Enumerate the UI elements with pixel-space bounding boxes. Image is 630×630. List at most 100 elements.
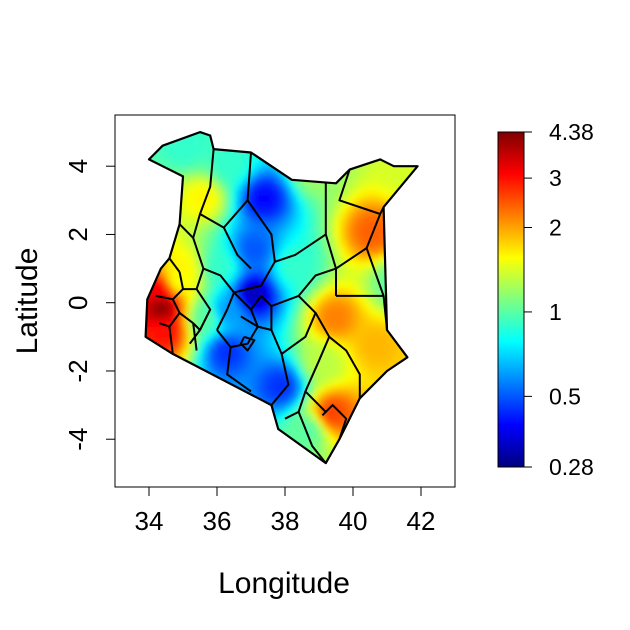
heat-cell bbox=[323, 358, 330, 365]
heat-cell bbox=[372, 369, 379, 376]
heat-cell bbox=[274, 151, 281, 158]
heat-cell bbox=[198, 331, 205, 338]
heat-cell bbox=[329, 140, 336, 147]
heat-cell bbox=[383, 183, 390, 191]
x-axis-title: Longitude bbox=[218, 567, 350, 600]
heat-cell bbox=[296, 315, 303, 322]
heat-cell bbox=[361, 178, 368, 185]
heat-cell bbox=[399, 353, 407, 360]
heat-cell bbox=[220, 402, 227, 409]
heat-cell bbox=[378, 369, 385, 376]
heat-cell bbox=[269, 227, 276, 234]
heat-cell bbox=[302, 238, 309, 245]
heat-cell bbox=[274, 276, 281, 284]
heat-cell bbox=[416, 271, 418, 278]
heat-cell bbox=[187, 435, 194, 442]
heat-cell bbox=[323, 413, 330, 420]
heat-cell bbox=[345, 315, 352, 322]
heat-cell bbox=[198, 265, 205, 273]
heat-cell bbox=[269, 132, 276, 136]
heat-cell bbox=[291, 435, 298, 442]
heat-cell bbox=[215, 331, 222, 338]
heat-cell bbox=[334, 391, 341, 398]
heat-cell bbox=[389, 451, 396, 458]
heat-cell bbox=[149, 424, 156, 431]
heat-cell bbox=[318, 265, 325, 273]
heat-cell bbox=[361, 167, 368, 174]
heat-cell bbox=[264, 468, 270, 474]
heat-cell bbox=[166, 380, 173, 387]
heat-cell bbox=[209, 418, 216, 425]
heat-cell bbox=[422, 386, 428, 392]
heat-cell bbox=[204, 200, 211, 207]
heat-cell bbox=[155, 287, 162, 294]
heat-cell bbox=[291, 287, 298, 294]
heat-cell bbox=[307, 222, 314, 229]
heat-cell bbox=[187, 140, 194, 147]
heat-cell bbox=[182, 140, 189, 147]
heat-cell bbox=[280, 287, 287, 294]
heat-cell bbox=[220, 200, 227, 207]
heat-cell bbox=[405, 386, 412, 393]
heat-cell bbox=[296, 435, 303, 442]
heat-cell bbox=[296, 364, 303, 371]
heat-cell bbox=[340, 233, 347, 240]
heat-cell bbox=[394, 369, 401, 376]
heat-cell bbox=[220, 244, 227, 251]
heat-cell bbox=[345, 287, 352, 294]
heat-cell bbox=[307, 336, 314, 344]
heat-cell bbox=[280, 375, 287, 382]
heat-cell bbox=[427, 462, 433, 468]
heat-cell bbox=[361, 244, 368, 251]
heat-cell bbox=[318, 424, 325, 431]
heat-cell bbox=[182, 124, 188, 130]
heat-cell bbox=[345, 413, 352, 420]
heat-cell bbox=[236, 451, 243, 458]
heat-cell bbox=[367, 358, 374, 365]
heat-cell bbox=[378, 386, 385, 393]
heat-cell bbox=[204, 293, 211, 300]
heat-cell bbox=[145, 145, 151, 152]
heat-cell bbox=[422, 179, 428, 185]
heat-cell bbox=[383, 364, 390, 371]
heat-cell bbox=[312, 429, 320, 436]
heat-cell bbox=[220, 249, 227, 256]
heat-cell bbox=[427, 255, 433, 261]
heat-cell bbox=[155, 194, 162, 202]
heat-cell bbox=[351, 276, 358, 284]
heat-cell bbox=[312, 353, 320, 360]
heat-cell bbox=[188, 124, 194, 130]
county-border bbox=[168, 326, 174, 355]
heat-cell bbox=[345, 342, 352, 349]
heat-cell bbox=[307, 380, 314, 387]
heat-cell bbox=[318, 396, 325, 404]
heat-cell bbox=[422, 402, 428, 408]
heat-cell bbox=[215, 462, 222, 464]
heat-cell bbox=[361, 233, 368, 240]
heat-cell bbox=[187, 342, 194, 349]
heat-cell bbox=[345, 336, 352, 344]
heat-cell bbox=[334, 183, 341, 191]
heat-cell bbox=[149, 457, 156, 464]
heat-cell bbox=[345, 194, 352, 202]
heat-cell bbox=[329, 124, 335, 130]
heat-cell bbox=[389, 222, 396, 229]
heat-cell bbox=[242, 271, 249, 278]
heat-cell bbox=[145, 189, 151, 196]
heat-cell bbox=[405, 211, 412, 218]
heat-cell bbox=[356, 194, 363, 202]
heat-cell bbox=[297, 124, 303, 130]
heat-cell bbox=[372, 140, 379, 147]
heat-cell bbox=[176, 140, 184, 147]
heat-cell bbox=[193, 200, 200, 207]
heat-cell bbox=[204, 325, 211, 333]
heat-cell bbox=[193, 265, 200, 273]
heat-cell bbox=[198, 189, 205, 196]
heat-cell bbox=[361, 173, 368, 180]
heat-cell bbox=[198, 320, 205, 327]
heat-cell bbox=[160, 402, 167, 409]
heat-cell bbox=[139, 413, 145, 419]
heat-cell bbox=[274, 396, 281, 404]
heat-cell bbox=[149, 265, 156, 273]
heat-cell bbox=[356, 167, 363, 174]
